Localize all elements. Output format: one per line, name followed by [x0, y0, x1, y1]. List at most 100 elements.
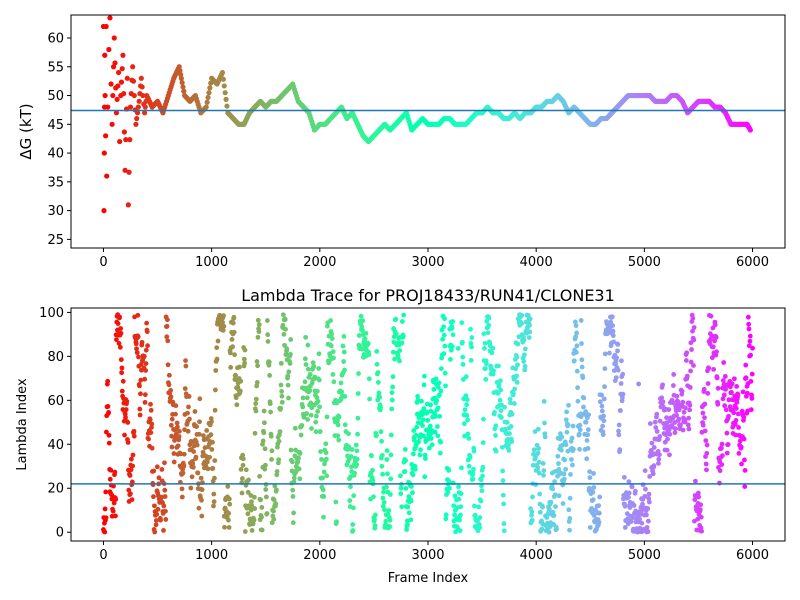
lambda-point: [577, 427, 583, 433]
lambda-point: [703, 438, 709, 444]
lambda-point: [227, 501, 233, 507]
delta-g-point: [127, 137, 133, 143]
lambda-point: [465, 431, 471, 437]
lambda-point: [611, 339, 617, 345]
lambda-point: [285, 373, 291, 379]
lambda-point: [587, 469, 593, 474]
lambda-point: [138, 377, 144, 383]
lambda-point: [457, 517, 462, 523]
lambda-point: [437, 413, 443, 419]
lambda-point: [451, 503, 457, 509]
lambda-point: [276, 438, 282, 444]
lambda-point: [735, 411, 741, 417]
lambda-point: [687, 385, 693, 390]
lambda-point: [128, 467, 134, 473]
lambda-point: [496, 363, 501, 369]
lambda-point: [433, 376, 439, 382]
lambda-point: [161, 528, 166, 533]
lambda-point: [529, 509, 535, 515]
delta-g-point: [110, 92, 116, 99]
lambda-point: [226, 510, 232, 516]
delta-g-point: [114, 96, 120, 102]
lambda-point: [190, 464, 196, 470]
lambda-point: [615, 341, 621, 347]
lambda-point: [410, 472, 416, 478]
lambda-point: [214, 345, 220, 351]
lambda-point: [714, 375, 720, 381]
lambda-point: [230, 320, 236, 326]
delta-g-point: [136, 98, 142, 104]
lambda-point: [585, 427, 591, 433]
lambda-point: [393, 316, 399, 322]
lambda-point: [350, 505, 356, 511]
lambda-point: [502, 404, 507, 410]
delta-g-panel: 0 1000 2000 3000 4000 5000 6000 25 30 35 40 45 50 55…: [17, 14, 786, 270]
lambda-point: [238, 378, 244, 384]
lambda-point: [748, 378, 754, 384]
delta-g-point: [206, 90, 212, 96]
delta-g-point: [112, 60, 118, 66]
lambda-point: [205, 466, 211, 472]
lambda-point: [282, 342, 287, 348]
lambda-point: [355, 415, 361, 421]
lambda-point: [614, 355, 619, 361]
lambda-point: [215, 338, 221, 344]
lambda-point: [411, 428, 417, 433]
lambda-point: [353, 442, 359, 448]
lambda-point: [239, 490, 245, 496]
lambda-point: [450, 319, 456, 324]
delta-g-point: [109, 121, 115, 127]
lambda-point: [118, 357, 124, 363]
lambda-point: [142, 376, 148, 382]
lambda-point: [316, 366, 322, 371]
lambda-point: [441, 332, 447, 338]
lambda-point: [173, 411, 178, 417]
lambda-point: [601, 413, 606, 419]
lambda-point: [413, 432, 419, 438]
lambda-point: [498, 387, 504, 393]
lambda-point: [387, 524, 393, 530]
lambda-point: [559, 434, 565, 440]
lambda-point: [452, 512, 458, 518]
lambda-point: [179, 494, 185, 500]
lambda-point: [138, 391, 143, 397]
delta-g-point: [130, 64, 136, 70]
lambda-point: [651, 463, 657, 469]
lambda-point: [131, 433, 137, 439]
lambda-point: [508, 400, 513, 406]
delta-g-point: [220, 76, 226, 82]
lambda-point: [685, 422, 691, 428]
lambda-point: [469, 344, 474, 350]
delta-g-point: [142, 104, 148, 110]
lambda-point: [208, 432, 214, 438]
lambda-point: [659, 395, 665, 401]
lambda-point: [198, 475, 204, 481]
lambda-point: [480, 440, 486, 445]
lambda-point: [303, 362, 309, 367]
lambda-point: [667, 431, 673, 437]
lambda-point: [150, 482, 156, 488]
lambda-point: [166, 382, 172, 388]
lambda-point: [450, 332, 456, 338]
lambda-point: [249, 499, 254, 505]
lambda-point: [743, 362, 749, 368]
delta-g-point: [177, 68, 183, 74]
lambda-point: [229, 337, 235, 342]
lambda-point: [618, 408, 623, 413]
delta-g-point: [207, 85, 213, 91]
lambda-point: [572, 319, 578, 325]
lambda-point: [113, 513, 118, 519]
lambda-point: [553, 504, 558, 509]
lambda-point: [389, 406, 395, 412]
lambda-point: [556, 461, 561, 466]
lambda-point: [678, 422, 683, 428]
lambda-point: [279, 389, 285, 394]
lambda-point: [151, 494, 156, 500]
lambda-point: [645, 518, 651, 524]
lambda-point: [702, 415, 707, 421]
lambda-point: [175, 443, 181, 449]
lambda-point: [204, 428, 210, 433]
lambda-point: [242, 347, 248, 353]
lambda-point: [433, 414, 438, 419]
lambda-point: [731, 410, 737, 416]
